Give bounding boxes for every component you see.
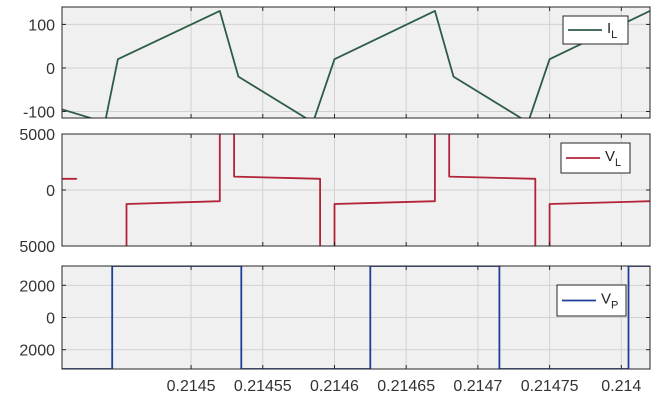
- legend: VL: [560, 142, 631, 174]
- legend: IL: [562, 15, 629, 45]
- y-tick-label: 2000: [19, 278, 55, 295]
- legend-label-subscript: L: [615, 157, 621, 169]
- legend: VP: [556, 284, 627, 317]
- legend-label-subscript: L: [611, 29, 617, 41]
- legend-label-subscript: P: [611, 300, 618, 312]
- x-tick-label: 0.2147: [453, 378, 502, 395]
- legend-label: IL: [607, 20, 617, 41]
- y-tick-label: 0: [46, 183, 55, 200]
- chart-panel-2: 5000 0 5000 VL: [19, 127, 651, 256]
- x-tick-label: 0.21465: [377, 378, 435, 395]
- x-tick-label: 0.21475: [521, 378, 579, 395]
- axes-frame: [61, 6, 651, 119]
- chart-panel-1: 100 0 -100 IL: [23, 6, 651, 121]
- series-line-v-p: [62, 266, 650, 369]
- series-line-i-l: [62, 9, 650, 118]
- x-tick-label: 0.2145: [167, 378, 216, 395]
- y-tick-label: 5000: [19, 127, 55, 144]
- series-line-v-l: [62, 134, 650, 246]
- y-tick-label: 2000: [19, 343, 55, 360]
- y-tick-label: 5000: [19, 239, 55, 256]
- chart-panel-3: 2000 0 2000 0.2145 0.21455 0.2146 0.21465 0.214…: [19, 265, 651, 395]
- y-tick-label: 0: [46, 311, 55, 328]
- y-tick-label: 0: [46, 61, 55, 78]
- x-tick-label: 0.2146: [310, 378, 359, 395]
- y-tick-label: -100: [23, 104, 55, 121]
- x-tick-label: 0.21455: [234, 378, 292, 395]
- x-tick-label: 0.214: [601, 378, 641, 395]
- plot-area-background: [62, 7, 650, 118]
- y-tick-label: 100: [28, 17, 55, 34]
